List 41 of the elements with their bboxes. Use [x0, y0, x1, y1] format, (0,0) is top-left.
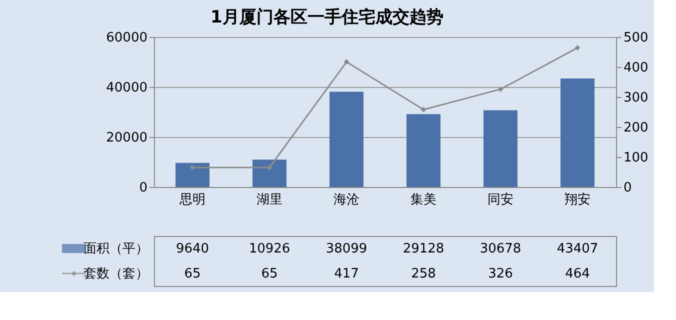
y2-tick-label: 200 [624, 120, 648, 136]
chart-title: 1月厦门各区一手住宅成交趋势 [210, 8, 444, 28]
x-tick-label: 湖里 [256, 192, 282, 208]
bar [330, 92, 364, 187]
x-tick-label: 翔安 [564, 192, 590, 208]
bar [484, 110, 518, 187]
x-tick-label: 集美 [410, 192, 436, 208]
y2-tick-label: 400 [624, 60, 648, 76]
data-label: 65 [261, 266, 278, 282]
point [420, 106, 426, 112]
legend-label: 套数（套） [84, 266, 148, 282]
bar [406, 114, 440, 187]
data-label: 9640 [176, 242, 210, 256]
data-label: 326 [488, 266, 513, 282]
y2-tick-label: 300 [624, 90, 648, 106]
data-label: 30678 [480, 242, 522, 256]
y-tick-label: 60000 [106, 30, 148, 46]
data-label: 258 [411, 266, 436, 282]
x-tick-label: 思明 [178, 192, 206, 208]
data-label: 464 [565, 266, 590, 282]
data-label: 417 [334, 266, 359, 282]
legend-label: 面积（平） [84, 242, 148, 256]
y-tick-label: 0 [139, 180, 148, 196]
y2-tick-label: 0 [624, 180, 632, 196]
data-label: 29128 [402, 242, 444, 256]
x-tick-label: 同安 [488, 192, 514, 208]
point [498, 86, 504, 92]
data-label: 43407 [556, 242, 598, 256]
point [344, 59, 350, 65]
data-label: 10926 [248, 242, 290, 256]
y-tick-label: 20000 [106, 130, 148, 146]
bar [252, 160, 286, 187]
data-label: 65 [184, 266, 201, 282]
bar [560, 78, 594, 187]
data-label: 38099 [326, 242, 368, 256]
x-tick-label: 海沧 [334, 192, 360, 208]
y2-tick-label: 100 [624, 150, 648, 166]
bar [176, 162, 210, 187]
y2-tick-label: 500 [624, 30, 648, 46]
y-tick-label: 40000 [106, 80, 148, 96]
point [574, 45, 580, 51]
